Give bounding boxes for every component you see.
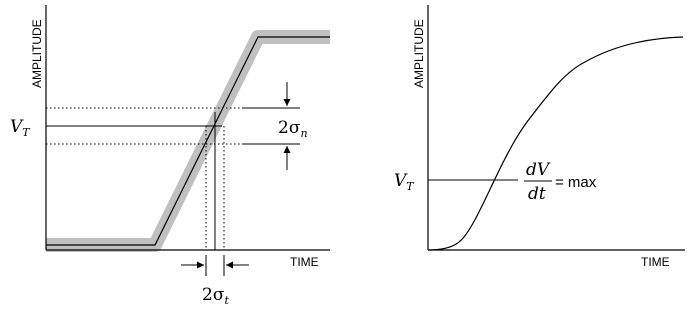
amplitude-noise-label: 2σn [278, 118, 308, 140]
left-y-axis-label: AMPLITUDE [30, 19, 44, 88]
left-threshold-label: VT [10, 117, 31, 139]
left-x-axis-label: TIME [290, 255, 319, 269]
noise-band [46, 30, 330, 252]
slope-denominator: dt [528, 184, 546, 204]
right-x-axis-label: TIME [641, 255, 670, 269]
slope-max-label: = max [555, 174, 597, 191]
slope-numerator: dV [526, 160, 551, 180]
right-panel: AMPLITUDE TIME VT dV dt = max [394, 5, 685, 269]
timing-jitter-label: 2σt [202, 285, 229, 307]
left-panel: AMPLITUDE TIME VT 2σn 2σt [10, 5, 330, 307]
ramp-signal [46, 36, 330, 246]
right-threshold-label: VT [394, 171, 415, 193]
s-curve-signal [427, 36, 684, 251]
right-y-axis-label: AMPLITUDE [412, 19, 426, 88]
